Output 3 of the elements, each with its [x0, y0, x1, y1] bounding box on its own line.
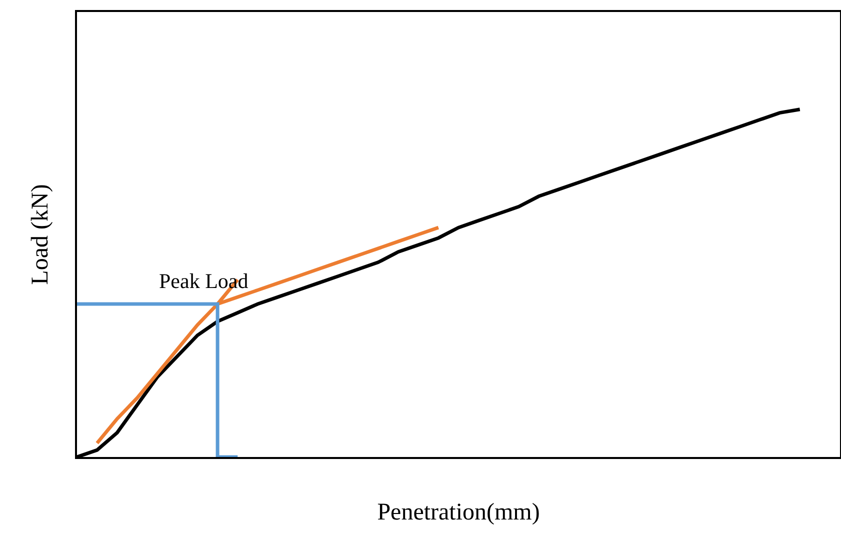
x-axis-title: Penetration(mm) [377, 500, 540, 526]
annotation: Peak Load [159, 269, 249, 293]
y-axis-title: Load (kN) [28, 184, 54, 285]
